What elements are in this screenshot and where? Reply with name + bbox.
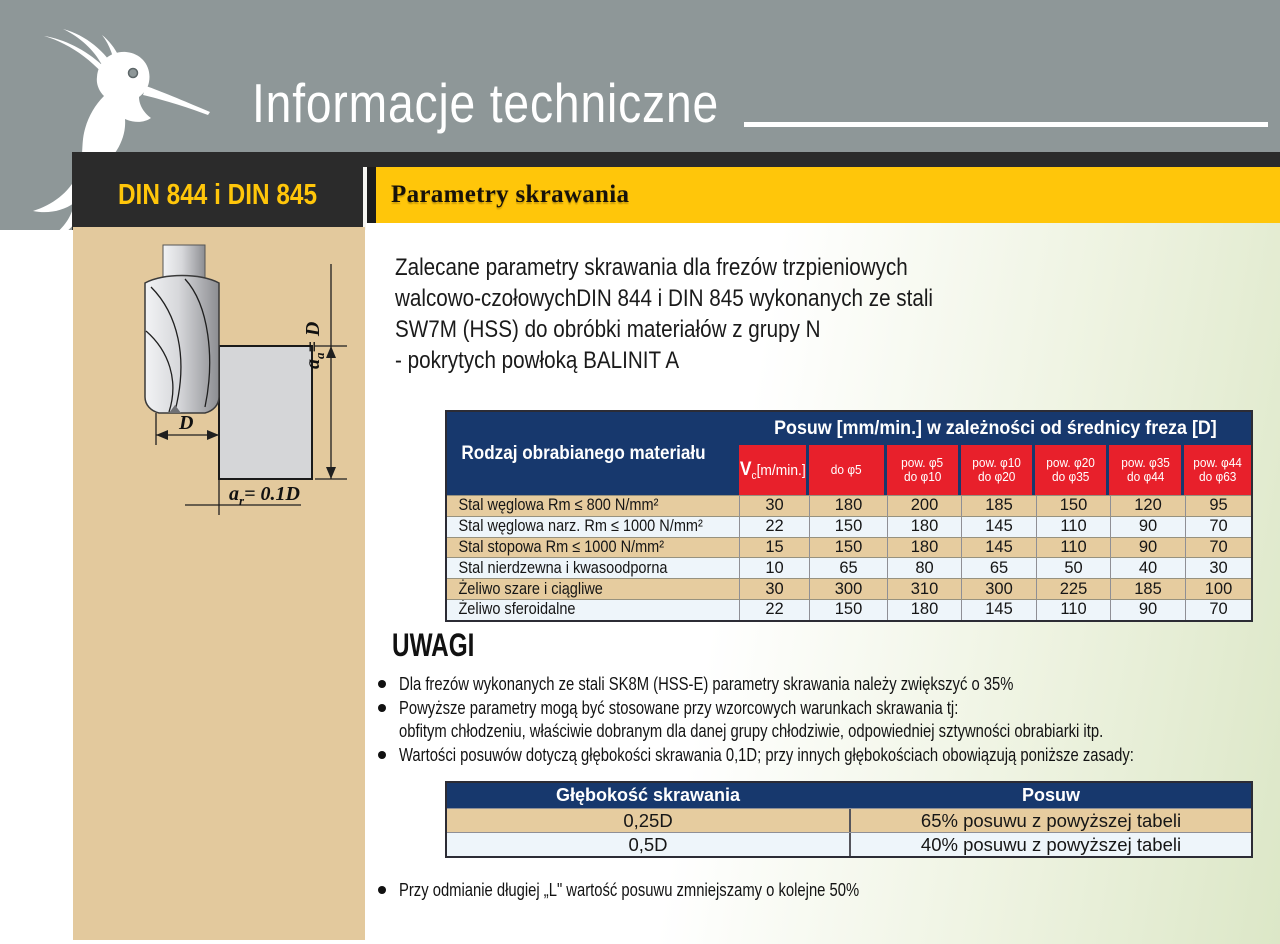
- end-mill-drawing: aa= D D ar= 0.1D: [144, 244, 347, 515]
- workpiece-rect: [218, 345, 313, 480]
- diameter-column-header: pow. φ44 do φ63: [1184, 445, 1251, 495]
- section-title-bar: Parametry skrawania: [376, 167, 1280, 223]
- vc-column-header: Vc[m/min.]: [739, 445, 806, 495]
- diameter-column-header: do φ5: [809, 445, 884, 495]
- intro-line: - pokrytych powłoką BALINIT A: [395, 347, 680, 374]
- table-row: 0,25D 65% posuwu z powyższej tabeli: [447, 808, 1251, 832]
- table-row: Żeliwo szare i ciągliwe 30 300 310 300 2…: [447, 578, 1251, 599]
- depth-feed-table: Głębokość skrawania Posuw 0,25D 65% posu…: [445, 781, 1253, 858]
- yellow-bar-edge: [367, 167, 376, 223]
- table-row: Stal węglowa Rm ≤ 800 N/mm² 30 180 200 1…: [447, 495, 1251, 516]
- din-standard-label: DIN 844 i DIN 845: [117, 178, 318, 211]
- notes-heading: UWAGI: [392, 627, 475, 663]
- final-note: Przy odmianie długiej „L" wartość posuwu…: [378, 878, 974, 902]
- title-underline: [744, 122, 1268, 127]
- note-item: Przy odmianie długiej „L" wartość posuwu…: [378, 878, 974, 902]
- diameter-column-header: pow. φ10 do φ20: [960, 445, 1033, 495]
- black-divider-strip: [72, 152, 1280, 167]
- axial-depth-label: aa= D: [302, 322, 327, 369]
- depth-table-header: Głębokość skrawania Posuw: [447, 783, 1251, 808]
- note-item: Wartości posuwów dotyczą głębokości skra…: [378, 743, 1280, 767]
- bullet-icon: [378, 680, 386, 688]
- table-body: Stal węglowa Rm ≤ 800 N/mm² 30 180 200 1…: [447, 495, 1251, 620]
- diameter-subheader-row: Vc[m/min.] do φ5 pow. φ5 do φ10 pow. φ10 d…: [739, 445, 1251, 495]
- table-row: Stal stopowa Rm ≤ 1000 N/mm² 15 150 180 …: [447, 536, 1251, 558]
- bullet-icon: [378, 750, 386, 759]
- table-header: Posuw [mm/min.] w zależności od średnicy…: [447, 412, 1251, 495]
- notes-list: Dla frezów wykonanych ze stali SK8M (HSS…: [378, 672, 1280, 766]
- feed-span-header: Posuw [mm/min.] w zależności od średnicy…: [773, 417, 1217, 439]
- depth-column-header: Głębokość skrawania: [447, 783, 851, 808]
- note-item: Powyższe parametry mogą być stosowane pr…: [378, 696, 1280, 743]
- page-header: Informacje techniczne: [0, 0, 1280, 152]
- feed-column-header: Posuw: [1021, 785, 1080, 805]
- diameter-column-header: pow. φ20 do φ35: [1035, 445, 1107, 495]
- intro-paragraph: Zalecane parametry skrawania dla frezów …: [395, 252, 933, 376]
- bullet-icon: [378, 886, 386, 894]
- note-item: Dla frezów wykonanych ze stali SK8M (HSS…: [378, 672, 1280, 696]
- diameter-column-header: pow. φ35 do φ44: [1109, 445, 1182, 495]
- cutting-parameters-table: Posuw [mm/min.] w zależności od średnicy…: [445, 410, 1253, 622]
- table-row: 0,5D 40% posuwu z powyższej tabeli: [447, 832, 1251, 856]
- divider-gap: [363, 167, 367, 230]
- header-left-extension: [0, 152, 72, 230]
- diameter-column-header: pow. φ5 do φ10: [886, 445, 958, 495]
- page-title: Informacje techniczne: [252, 72, 720, 134]
- intro-line: Zalecane parametry skrawania dla frezów …: [395, 254, 908, 281]
- intro-line: walcowo-czołowychDIN 844 i DIN 845 wykon…: [395, 285, 934, 312]
- radial-depth-label: ar= 0.1D: [229, 483, 300, 508]
- section-title: Parametry skrawania: [391, 181, 630, 208]
- table-row: Stal węglowa narz. Rm ≤ 1000 N/mm² 22 15…: [447, 515, 1251, 537]
- table-row: Stal nierdzewna i kwasoodporna 10 65 80 …: [447, 557, 1251, 579]
- material-column-header: Rodzaj obrabianego materiału: [461, 442, 706, 464]
- table-row: Żeliwo sferoidalne 22 150 180 145 110 90…: [447, 598, 1251, 620]
- drawing-panel: aa= D D ar= 0.1D: [73, 227, 365, 940]
- din-standard-badge: DIN 844 i DIN 845: [72, 152, 363, 230]
- diameter-label: D: [178, 412, 193, 434]
- bullet-icon: [378, 703, 386, 712]
- intro-line: SW7M (HSS) do obróbki materiałów z grupy…: [395, 316, 821, 343]
